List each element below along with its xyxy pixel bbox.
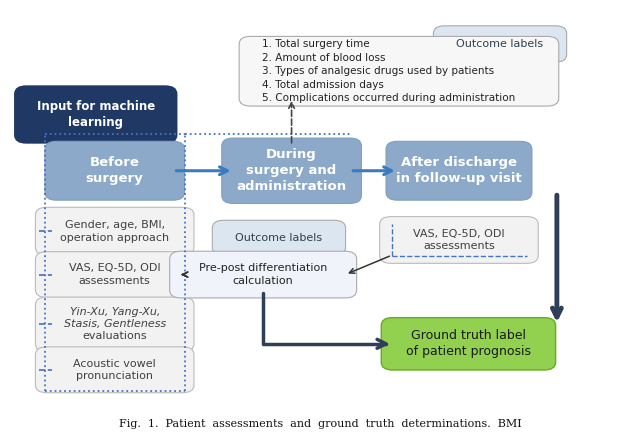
Text: Yin-Xu, Yang-Xu,: Yin-Xu, Yang-Xu, bbox=[70, 307, 160, 317]
FancyBboxPatch shape bbox=[170, 251, 356, 298]
FancyBboxPatch shape bbox=[222, 138, 362, 203]
FancyBboxPatch shape bbox=[239, 37, 559, 106]
Text: Outcome labels: Outcome labels bbox=[456, 39, 543, 49]
FancyBboxPatch shape bbox=[380, 217, 538, 263]
Text: Input for machine
learning: Input for machine learning bbox=[36, 100, 155, 129]
FancyBboxPatch shape bbox=[386, 141, 532, 200]
FancyBboxPatch shape bbox=[35, 297, 194, 351]
Text: VAS, EQ-5D, ODI
assessments: VAS, EQ-5D, ODI assessments bbox=[413, 229, 505, 251]
FancyBboxPatch shape bbox=[35, 207, 194, 255]
FancyBboxPatch shape bbox=[35, 347, 194, 392]
Text: evaluations: evaluations bbox=[83, 332, 147, 341]
FancyBboxPatch shape bbox=[433, 26, 566, 62]
Text: Fig.  1.  Patient  assessments  and  ground  truth  determinations.  BMI: Fig. 1. Patient assessments and ground t… bbox=[118, 419, 522, 429]
Text: Acoustic vowel
pronunciation: Acoustic vowel pronunciation bbox=[74, 359, 156, 381]
Text: 1. Total surgery time
2. Amount of blood loss
3. Types of analgesic drugs used b: 1. Total surgery time 2. Amount of blood… bbox=[262, 39, 515, 104]
Text: Pre-post differentiation
calculation: Pre-post differentiation calculation bbox=[199, 263, 327, 286]
Text: During
surgery and
administration: During surgery and administration bbox=[237, 148, 347, 193]
FancyBboxPatch shape bbox=[15, 86, 177, 143]
FancyBboxPatch shape bbox=[381, 318, 556, 370]
Text: Gender, age, BMI,
operation approach: Gender, age, BMI, operation approach bbox=[60, 220, 169, 243]
Text: Stasis, Gentleness: Stasis, Gentleness bbox=[63, 319, 166, 329]
FancyBboxPatch shape bbox=[212, 220, 346, 255]
Text: Before
surgery: Before surgery bbox=[86, 156, 143, 185]
FancyBboxPatch shape bbox=[35, 252, 194, 298]
Text: After discharge
in follow-up visit: After discharge in follow-up visit bbox=[396, 156, 522, 185]
Text: Outcome labels: Outcome labels bbox=[236, 233, 323, 243]
Text: VAS, EQ-5D, ODI
assessments: VAS, EQ-5D, ODI assessments bbox=[69, 263, 161, 286]
FancyBboxPatch shape bbox=[45, 141, 184, 200]
Text: Ground truth label
of patient prognosis: Ground truth label of patient prognosis bbox=[406, 329, 531, 358]
